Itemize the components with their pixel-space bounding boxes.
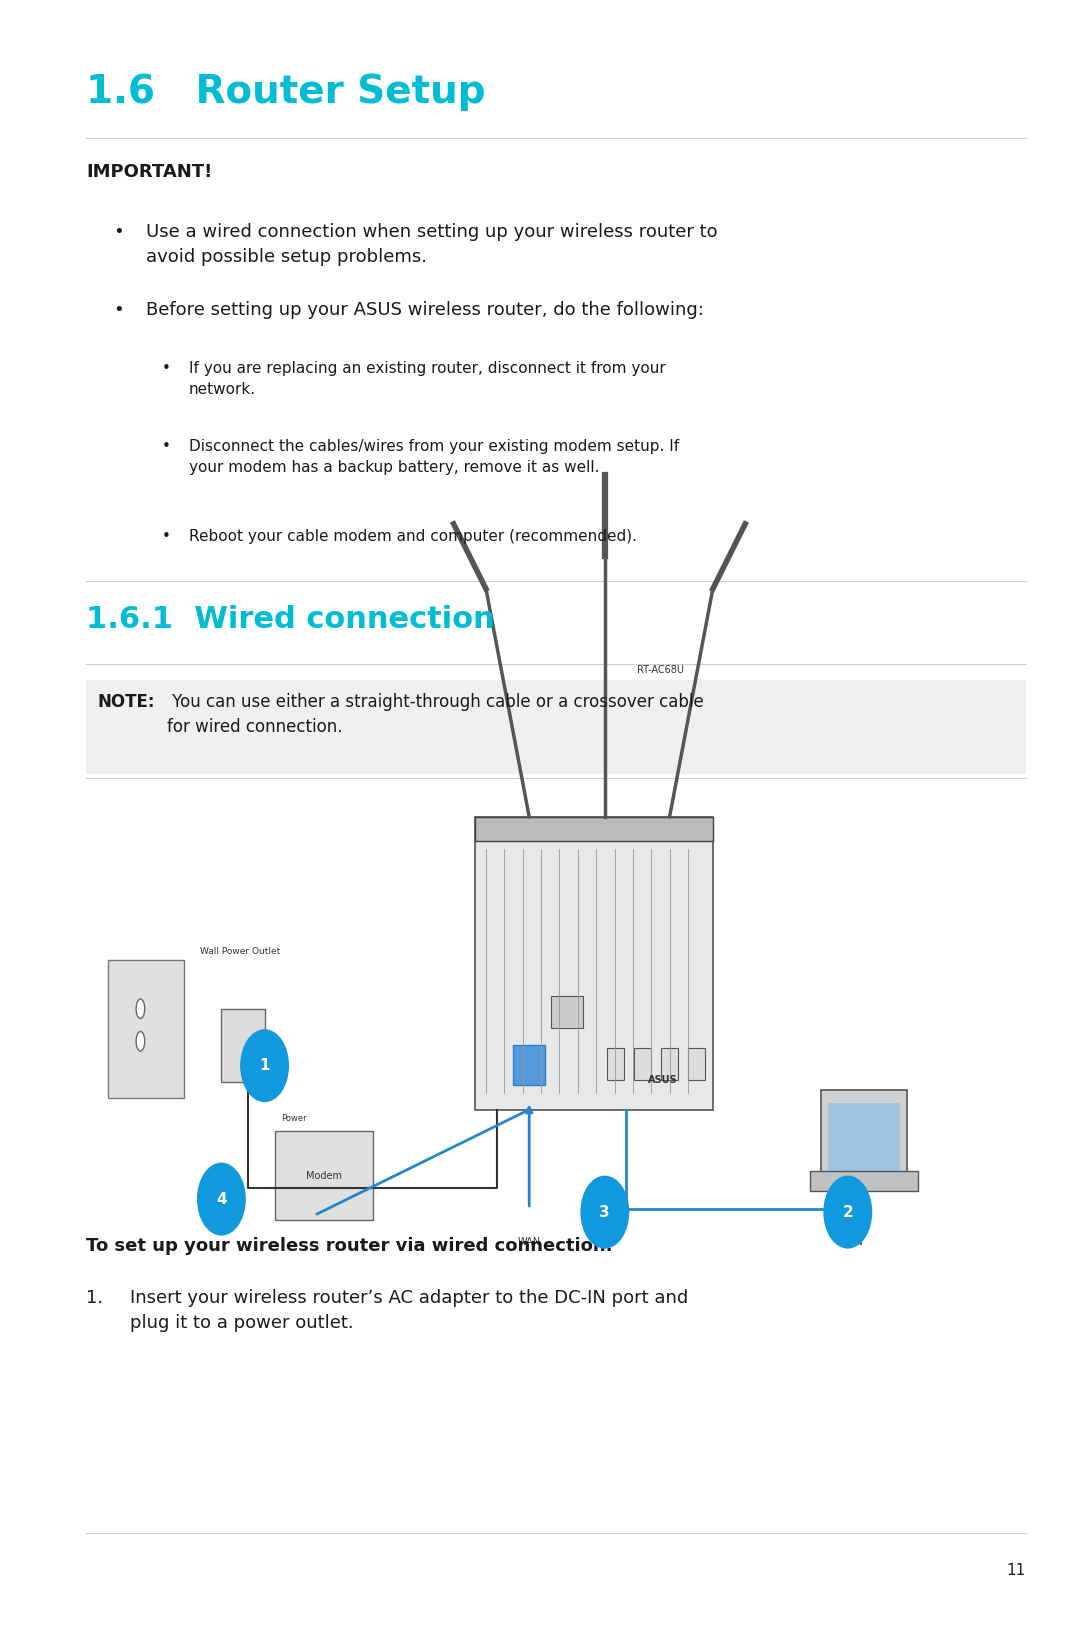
Text: •: •: [113, 301, 124, 319]
FancyBboxPatch shape: [86, 680, 1026, 774]
Text: Reboot your cable modem and computer (recommended).: Reboot your cable modem and computer (re…: [189, 529, 637, 543]
Bar: [810, 1171, 918, 1191]
Bar: [221, 1009, 265, 1082]
Ellipse shape: [136, 1032, 145, 1051]
Text: If you are replacing an existing router, disconnect it from your
network.: If you are replacing an existing router,…: [189, 361, 665, 397]
Bar: [661, 1048, 678, 1080]
Text: ASUS: ASUS: [648, 1075, 677, 1085]
Bar: [108, 960, 184, 1098]
Text: Disconnect the cables/wires from your existing modem setup. If
your modem has a : Disconnect the cables/wires from your ex…: [189, 439, 679, 475]
Text: 1.6.1  Wired connection: 1.6.1 Wired connection: [86, 605, 495, 635]
Text: 1: 1: [259, 1058, 270, 1074]
Text: LAN: LAN: [843, 1237, 863, 1246]
Bar: [634, 1048, 651, 1080]
Text: Use a wired connection when setting up your wireless router to
avoid possible se: Use a wired connection when setting up y…: [146, 223, 717, 265]
Circle shape: [198, 1163, 245, 1235]
Text: WAN: WAN: [517, 1237, 541, 1246]
Text: Power: Power: [281, 1113, 307, 1123]
Text: •: •: [162, 439, 171, 454]
Bar: [475, 817, 713, 841]
Text: 1.: 1.: [86, 1289, 104, 1306]
Text: IMPORTANT!: IMPORTANT!: [86, 163, 213, 181]
Bar: [551, 996, 583, 1028]
Bar: [513, 1045, 545, 1085]
Bar: [821, 1090, 907, 1180]
Text: Wall Power Outlet: Wall Power Outlet: [200, 947, 280, 957]
Circle shape: [241, 1030, 288, 1101]
Text: •: •: [113, 223, 124, 241]
Bar: [475, 817, 713, 1110]
Text: Before setting up your ASUS wireless router, do the following:: Before setting up your ASUS wireless rou…: [146, 301, 704, 319]
Text: 11: 11: [1007, 1562, 1026, 1578]
Bar: [275, 1131, 373, 1220]
Text: RT-AC68U: RT-AC68U: [637, 665, 685, 675]
Ellipse shape: [136, 999, 145, 1019]
Text: •: •: [162, 529, 171, 543]
Bar: [828, 1103, 900, 1171]
Bar: [607, 1048, 624, 1080]
Text: You can use either a straight-through cable or a crossover cable
for wired conne: You can use either a straight-through ca…: [167, 693, 704, 735]
Text: 2: 2: [842, 1204, 853, 1220]
Text: 4: 4: [216, 1191, 227, 1207]
Text: •: •: [162, 361, 171, 376]
Text: Insert your wireless router’s AC adapter to the DC-IN port and
plug it to a powe: Insert your wireless router’s AC adapter…: [130, 1289, 688, 1331]
Text: 1.6   Router Setup: 1.6 Router Setup: [86, 73, 486, 111]
Text: 3: 3: [599, 1204, 610, 1220]
Circle shape: [581, 1176, 629, 1248]
Text: To set up your wireless router via wired connection:: To set up your wireless router via wired…: [86, 1237, 613, 1254]
Bar: [688, 1048, 705, 1080]
Text: Modem: Modem: [306, 1170, 342, 1181]
Circle shape: [824, 1176, 872, 1248]
Text: NOTE:: NOTE:: [97, 693, 154, 711]
